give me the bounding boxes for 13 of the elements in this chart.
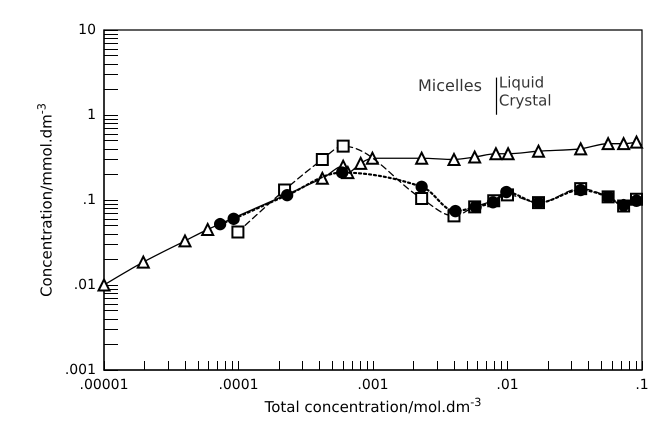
x-tick-label: .01	[496, 377, 519, 393]
x-tick-label: .00001	[80, 377, 128, 393]
y-tick-label: .01	[74, 277, 96, 293]
y-tick-label: 10	[78, 22, 96, 38]
y-tick-label: .001	[64, 362, 96, 378]
y-tick-label: .1	[82, 192, 96, 208]
x-tick-label: .001	[357, 377, 389, 393]
x-tick-label: .0001	[218, 377, 259, 393]
y-axis-title: Concentration/mmol.dm-3	[35, 103, 56, 297]
y-tick-label: 1	[87, 107, 96, 123]
annotation: Liquid Crystal	[498, 73, 552, 110]
annotation: Micelles	[418, 76, 482, 95]
x-tick-label: .1	[635, 377, 649, 393]
